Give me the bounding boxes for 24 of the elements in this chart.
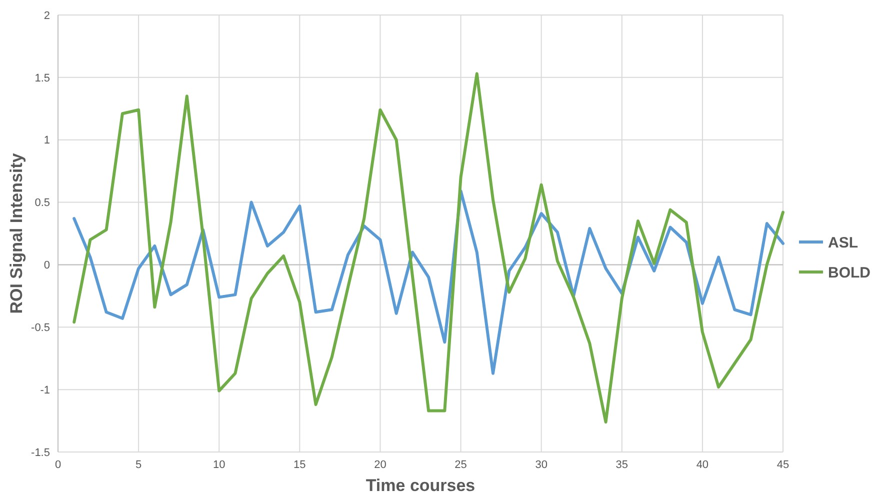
x-tick-label: 45 — [776, 459, 790, 471]
x-tick-label: 15 — [294, 459, 306, 471]
x-axis-title: Time courses — [366, 476, 476, 495]
x-tick-label: 20 — [374, 459, 386, 471]
y-tick-label: 0.5 — [34, 197, 50, 210]
y-tick-label: 1 — [44, 134, 50, 147]
x-tick-label: 0 — [54, 459, 62, 471]
y-tick-label: -0.5 — [31, 322, 50, 334]
x-tick-label: 10 — [212, 459, 226, 471]
y-tick-label: -1 — [40, 384, 50, 396]
legend-label: ASL — [828, 234, 858, 252]
x-tick-label: 25 — [454, 459, 467, 471]
x-tick-label: 5 — [135, 459, 142, 471]
legend-label: BOLD — [828, 264, 871, 282]
x-tick-label: 40 — [696, 459, 709, 471]
x-tick-label: 30 — [535, 459, 548, 471]
y-axis-title: ROI Signal Intensity — [7, 152, 26, 314]
x-tick-label: 35 — [616, 459, 628, 471]
line-series — [72, 72, 784, 424]
y-tick-label: 2 — [44, 10, 50, 22]
y-tick-label: 0 — [44, 260, 50, 272]
y-tick-label: 1.5 — [34, 72, 50, 84]
y-tick-label: -1.5 — [31, 446, 50, 459]
line-series — [72, 190, 784, 375]
